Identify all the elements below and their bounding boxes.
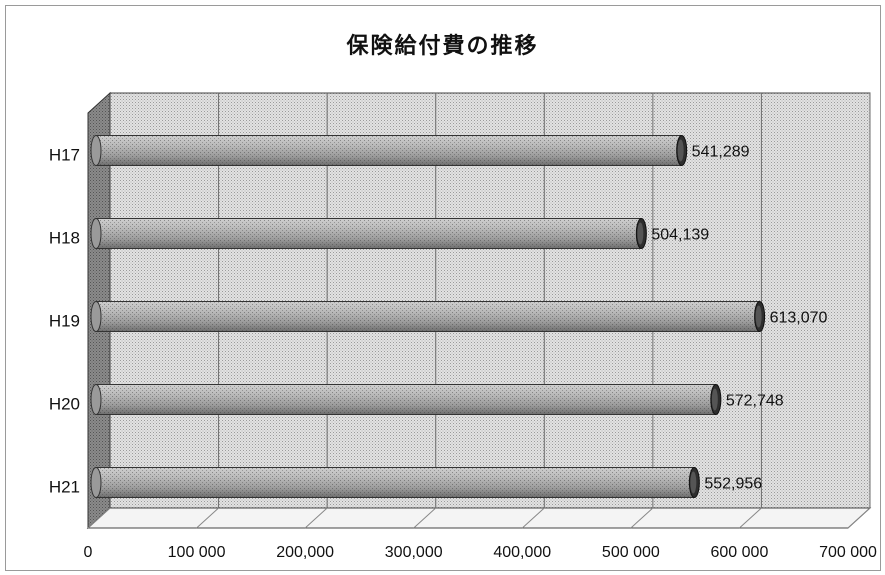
bar-texture bbox=[96, 467, 695, 498]
x-tick-label: 0 bbox=[84, 544, 93, 561]
bar bbox=[90, 218, 647, 249]
bar-texture bbox=[96, 218, 642, 249]
category-label: H20 bbox=[49, 395, 80, 414]
bar-cap-highlight bbox=[677, 139, 684, 162]
bar-texture bbox=[96, 384, 716, 415]
bar bbox=[90, 135, 688, 166]
x-tick-label: 700 000 bbox=[819, 544, 877, 561]
data-label: 541,289 bbox=[692, 144, 750, 161]
bar bbox=[90, 301, 766, 332]
bar bbox=[90, 467, 700, 498]
bar-cap-start bbox=[90, 384, 102, 415]
floor-gridline bbox=[304, 507, 328, 529]
category-label: H21 bbox=[49, 478, 80, 497]
floor-gridline bbox=[630, 507, 654, 529]
floor bbox=[86, 507, 872, 529]
floor-gridline bbox=[847, 507, 871, 529]
x-tick-label: 100 000 bbox=[168, 544, 226, 561]
bar-cap-start bbox=[90, 218, 102, 249]
category-label: H18 bbox=[49, 229, 80, 248]
category-label: H17 bbox=[49, 146, 80, 165]
floor-gridline bbox=[87, 507, 111, 529]
bar-texture bbox=[96, 135, 682, 166]
bar-cap-start bbox=[90, 301, 102, 332]
x-tick-label: 200,000 bbox=[276, 544, 334, 561]
bar-cap-start bbox=[90, 467, 102, 498]
data-label: 572,748 bbox=[726, 393, 784, 410]
bar bbox=[90, 384, 722, 415]
bar-cap-start bbox=[90, 135, 102, 166]
category-label: H19 bbox=[49, 312, 80, 331]
data-label: 613,070 bbox=[770, 310, 828, 327]
data-label: 504,139 bbox=[651, 227, 709, 244]
data-label: 552,956 bbox=[704, 476, 762, 493]
bar-cap-highlight bbox=[711, 388, 718, 411]
bar-cap-highlight bbox=[690, 471, 697, 494]
bar-cap-highlight bbox=[755, 305, 762, 328]
floor-gridline bbox=[196, 507, 219, 529]
y-axis-categories: H17 H18 H19 H20 H21 bbox=[49, 146, 80, 497]
bar-texture bbox=[96, 301, 760, 332]
floor-gridline bbox=[521, 507, 545, 529]
x-tick-label: 400,000 bbox=[493, 544, 551, 561]
x-tick-label: 300,000 bbox=[385, 544, 443, 561]
x-tick-label: 500 000 bbox=[602, 544, 660, 561]
bar-cap-highlight bbox=[637, 222, 644, 245]
floor-gridline bbox=[739, 507, 762, 529]
chart-title: 保険給付費の推移 bbox=[346, 34, 539, 59]
x-axis-ticks: 0 100 000 200,000 300,000 400,000 500 000 600 … bbox=[84, 544, 877, 561]
bars: 541,289 504,139 613,070 572,748 552,956 bbox=[90, 135, 828, 498]
floor-gridline bbox=[413, 507, 437, 529]
x-tick-label: 600 000 bbox=[711, 544, 769, 561]
